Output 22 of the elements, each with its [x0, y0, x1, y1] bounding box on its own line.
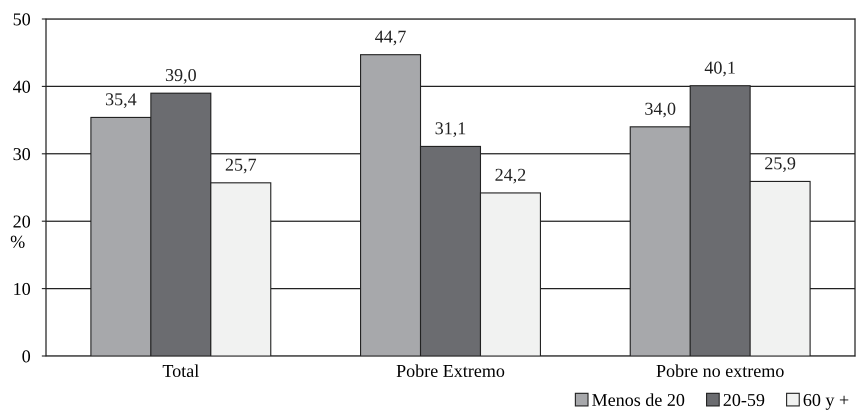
y-axis-title: % [10, 236, 25, 248]
data-label: 25,7 [226, 158, 256, 174]
data-label: 25,9 [765, 157, 796, 172]
data-label: 34,0 [645, 102, 676, 118]
data-label: 44,7 [375, 30, 406, 46]
data-label: 35,4 [106, 93, 136, 108]
data-label: 39,0 [166, 68, 196, 84]
y-tick-label: 10 [14, 282, 30, 296]
x-tick-label: Pobre no extremo [656, 364, 784, 378]
x-tick-label: Total [162, 364, 199, 378]
legend-label: 20-59 [724, 394, 764, 406]
data-label: 24,2 [495, 168, 526, 184]
y-tick-label: 0 [22, 350, 30, 362]
y-tick-label: 20 [13, 215, 30, 228]
x-tick-label: Pobre Extremo [396, 364, 504, 378]
y-tick-label: 40 [13, 80, 30, 93]
data-label: 31,1 [436, 122, 466, 137]
y-tick-label: 30 [14, 148, 30, 160]
legend-label: 60 y + [804, 394, 848, 410]
y-tick-label: 50 [14, 13, 30, 26]
data-label: 40,1 [704, 62, 735, 76]
legend-label: Menos de 20 [592, 393, 684, 406]
